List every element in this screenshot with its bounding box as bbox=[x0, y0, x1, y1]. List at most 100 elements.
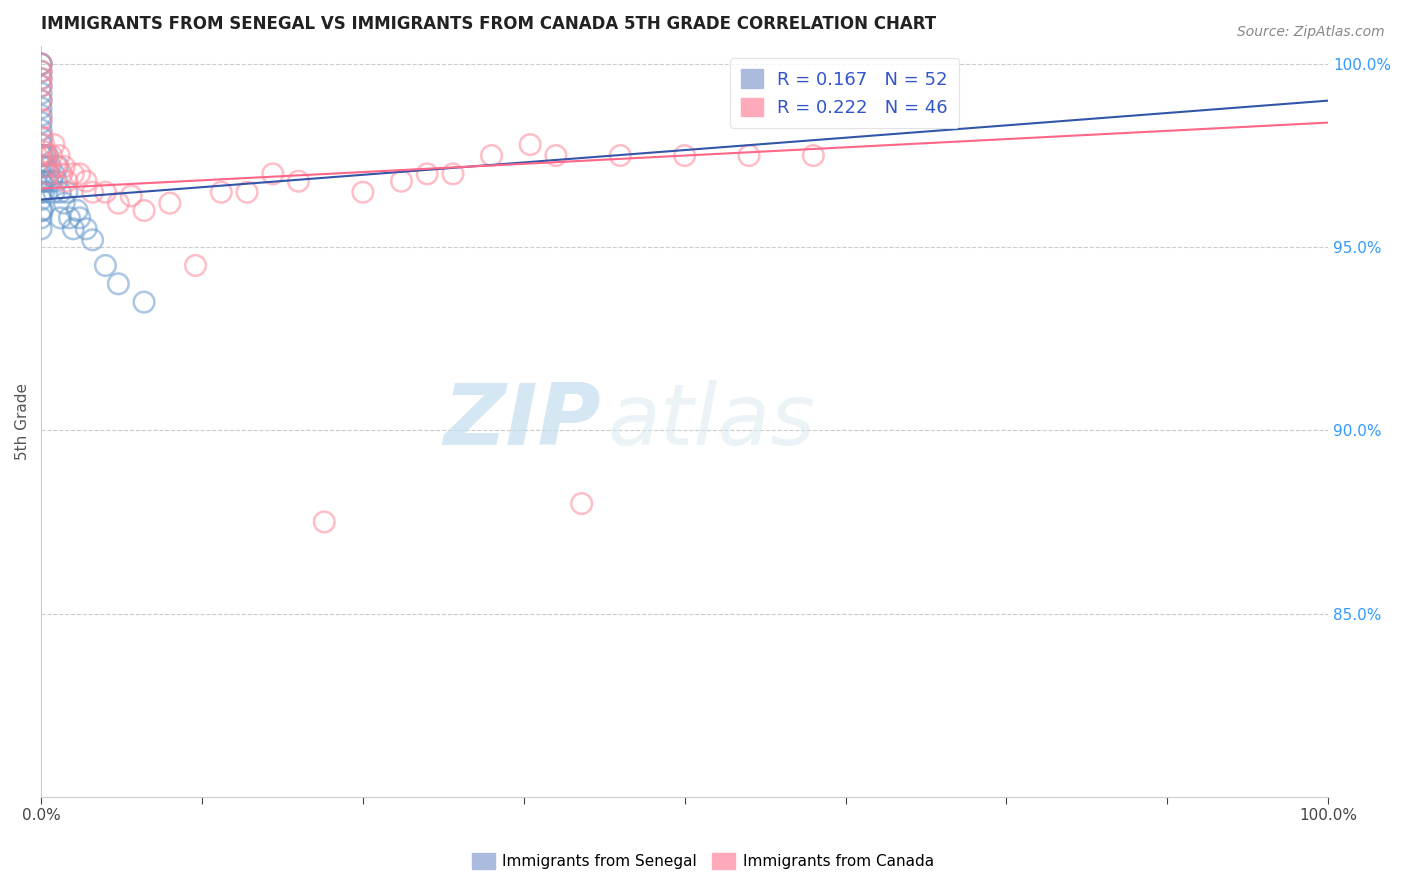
Point bbox=[34, 148, 56, 162]
Point bbox=[75, 174, 97, 188]
Point bbox=[30, 78, 52, 93]
Point bbox=[30, 130, 52, 145]
Point bbox=[107, 277, 129, 291]
Point bbox=[82, 185, 104, 199]
Point bbox=[34, 174, 56, 188]
Point bbox=[56, 174, 79, 188]
Point bbox=[30, 167, 52, 181]
Point bbox=[94, 185, 117, 199]
Text: atlas: atlas bbox=[607, 380, 815, 463]
Point bbox=[107, 196, 129, 211]
Point bbox=[37, 148, 59, 162]
Point bbox=[51, 167, 73, 181]
Point bbox=[30, 123, 52, 137]
Point bbox=[30, 71, 52, 86]
Point bbox=[69, 167, 91, 181]
Point bbox=[49, 185, 72, 199]
Point bbox=[46, 160, 69, 174]
Point bbox=[30, 101, 52, 115]
Point bbox=[30, 174, 52, 188]
Point bbox=[262, 167, 284, 181]
Point bbox=[159, 196, 181, 211]
Point bbox=[30, 203, 52, 218]
Point bbox=[30, 137, 52, 152]
Point bbox=[69, 211, 91, 225]
Point bbox=[30, 185, 52, 199]
Point bbox=[519, 137, 541, 152]
Point bbox=[571, 497, 593, 511]
Point bbox=[37, 160, 59, 174]
Point bbox=[39, 160, 62, 174]
Point bbox=[30, 148, 52, 162]
Point bbox=[94, 259, 117, 273]
Point bbox=[30, 112, 52, 126]
Point bbox=[30, 64, 52, 78]
Point bbox=[38, 167, 60, 181]
Point bbox=[132, 203, 155, 218]
Point bbox=[609, 148, 631, 162]
Text: Source: ZipAtlas.com: Source: ZipAtlas.com bbox=[1237, 25, 1385, 39]
Point bbox=[53, 160, 76, 174]
Point bbox=[30, 108, 52, 122]
Point bbox=[42, 167, 65, 181]
Point bbox=[132, 295, 155, 310]
Legend: R = 0.167   N = 52, R = 0.222   N = 46: R = 0.167 N = 52, R = 0.222 N = 46 bbox=[730, 59, 959, 128]
Point bbox=[49, 211, 72, 225]
Point bbox=[56, 185, 79, 199]
Point bbox=[75, 222, 97, 236]
Point bbox=[30, 160, 52, 174]
Point bbox=[314, 515, 336, 529]
Point bbox=[30, 115, 52, 129]
Point bbox=[209, 185, 232, 199]
Point bbox=[416, 167, 439, 181]
Point bbox=[35, 160, 58, 174]
Point bbox=[30, 87, 52, 101]
Point bbox=[66, 203, 89, 218]
Point bbox=[41, 148, 63, 162]
Point bbox=[184, 259, 207, 273]
Point bbox=[45, 174, 67, 188]
Point bbox=[31, 130, 53, 145]
Text: IMMIGRANTS FROM SENEGAL VS IMMIGRANTS FROM CANADA 5TH GRADE CORRELATION CHART: IMMIGRANTS FROM SENEGAL VS IMMIGRANTS FR… bbox=[41, 15, 936, 33]
Legend: Immigrants from Senegal, Immigrants from Canada: Immigrants from Senegal, Immigrants from… bbox=[465, 847, 941, 875]
Point bbox=[31, 148, 53, 162]
Point bbox=[48, 148, 70, 162]
Point bbox=[30, 57, 52, 71]
Point bbox=[35, 148, 58, 162]
Point bbox=[30, 211, 52, 225]
Point bbox=[352, 185, 374, 199]
Point bbox=[30, 71, 52, 86]
Point bbox=[30, 57, 52, 71]
Point bbox=[236, 185, 259, 199]
Point bbox=[42, 185, 65, 199]
Point bbox=[287, 174, 309, 188]
Point bbox=[32, 137, 55, 152]
Point bbox=[62, 222, 84, 236]
Point bbox=[30, 193, 52, 207]
Point bbox=[30, 57, 52, 71]
Point bbox=[120, 189, 142, 203]
Point bbox=[38, 167, 60, 181]
Point bbox=[42, 137, 65, 152]
Point bbox=[41, 174, 63, 188]
Point bbox=[53, 196, 76, 211]
Point bbox=[30, 94, 52, 108]
Point bbox=[31, 203, 53, 218]
Point bbox=[30, 78, 52, 93]
Point bbox=[37, 174, 59, 188]
Point bbox=[738, 148, 761, 162]
Point bbox=[481, 148, 503, 162]
Point bbox=[62, 167, 84, 181]
Point bbox=[441, 167, 464, 181]
Point bbox=[30, 94, 52, 108]
Point bbox=[32, 160, 55, 174]
Point bbox=[544, 148, 567, 162]
Y-axis label: 5th Grade: 5th Grade bbox=[15, 383, 30, 459]
Point bbox=[58, 211, 80, 225]
Point bbox=[82, 233, 104, 247]
Point bbox=[30, 64, 52, 78]
Point bbox=[32, 185, 55, 199]
Point bbox=[391, 174, 413, 188]
Point bbox=[30, 222, 52, 236]
Point bbox=[801, 148, 824, 162]
